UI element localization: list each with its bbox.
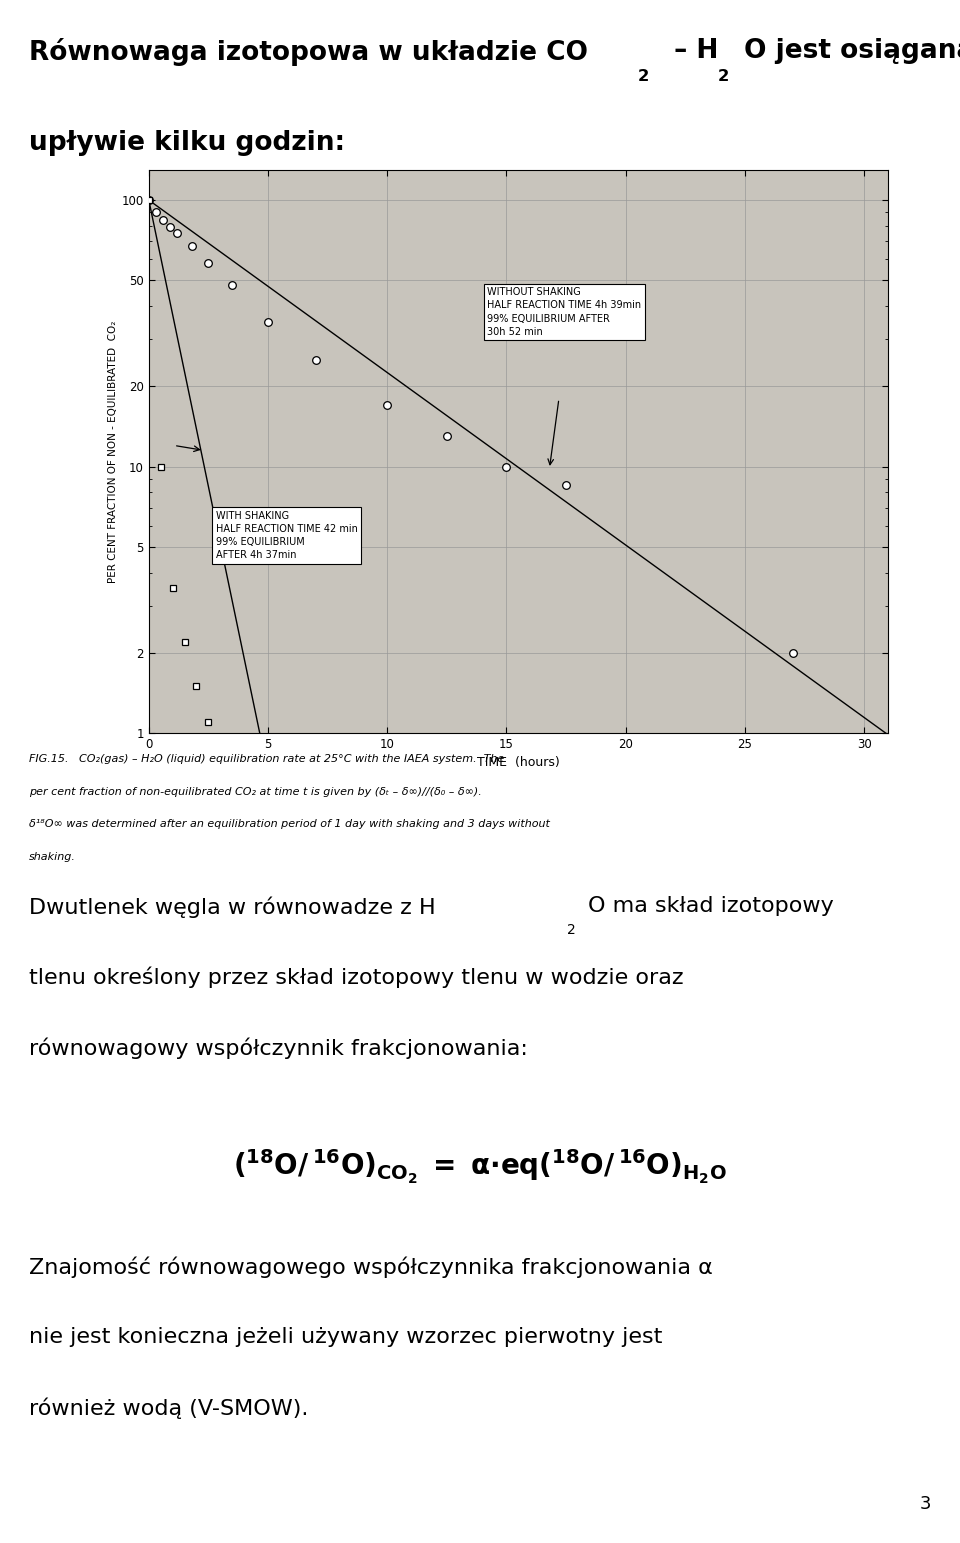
Text: tlenu określony przez skład izotopowy tlenu w wodzie oraz: tlenu określony przez skład izotopowy tl… <box>29 967 684 989</box>
Text: 2: 2 <box>718 69 730 83</box>
Text: WITHOUT SHAKING
HALF REACTION TIME 4h 39min
99% EQUILIBRIUM AFTER
30h 52 min: WITHOUT SHAKING HALF REACTION TIME 4h 39… <box>488 287 641 336</box>
Text: Dwutlenek węgla w równowadze z H: Dwutlenek węgla w równowadze z H <box>29 896 436 918</box>
Text: nie jest konieczna jeżeli używany wzorzec pierwotny jest: nie jest konieczna jeżeli używany wzorze… <box>29 1327 662 1347</box>
Text: upływie kilku godzin:: upływie kilku godzin: <box>29 130 345 156</box>
Text: WITH SHAKING
HALF REACTION TIME 42 min
99% EQUILIBRIUM
AFTER 4h 37min: WITH SHAKING HALF REACTION TIME 42 min 9… <box>216 511 357 560</box>
Text: 3: 3 <box>920 1495 931 1514</box>
Text: – H: – H <box>665 39 718 65</box>
Text: O jest osiągana po: O jest osiągana po <box>743 39 960 65</box>
Text: 2: 2 <box>637 69 649 83</box>
Text: Równowaga izotopowa w układzie CO: Równowaga izotopowa w układzie CO <box>29 39 588 66</box>
Text: $\mathbf{(^{18}O/\,^{16}O)_{CO_2}\ =\ \alpha{\cdot}eq(^{18}O/\,^{16}O)_{H_2O}}$: $\mathbf{(^{18}O/\,^{16}O)_{CO_2}\ =\ \a… <box>233 1148 727 1185</box>
Text: per cent fraction of non-equilibrated CO₂ at time t is given by (δₜ – δ∞)//(δ₀ –: per cent fraction of non-equilibrated CO… <box>29 787 482 796</box>
Text: FIG.15.   CO₂(gas) – H₂O (liquid) equilibration rate at 25°C with the IAEA syste: FIG.15. CO₂(gas) – H₂O (liquid) equilibr… <box>29 753 504 764</box>
Text: O ma skład izotopowy: O ma skład izotopowy <box>588 896 834 917</box>
X-axis label: TIME  (hours): TIME (hours) <box>477 756 560 770</box>
Text: 2: 2 <box>566 923 575 937</box>
Text: równowagowy współczynnik frakcjonowania:: równowagowy współczynnik frakcjonowania: <box>29 1038 528 1060</box>
Text: Znajomość równowagowego współczynnika frakcjonowania α: Znajomość równowagowego współczynnika fr… <box>29 1256 712 1278</box>
Text: δ¹⁸O∞ was determined after an equilibration period of 1 day with shaking and 3 d: δ¹⁸O∞ was determined after an equilibrat… <box>29 819 550 829</box>
Y-axis label: PER CENT FRACTION OF NON - EQUILIBRATED  CO₂: PER CENT FRACTION OF NON - EQUILIBRATED … <box>108 319 117 583</box>
Text: shaking.: shaking. <box>29 852 76 863</box>
Text: również wodą (V-SMOW).: również wodą (V-SMOW). <box>29 1398 308 1420</box>
